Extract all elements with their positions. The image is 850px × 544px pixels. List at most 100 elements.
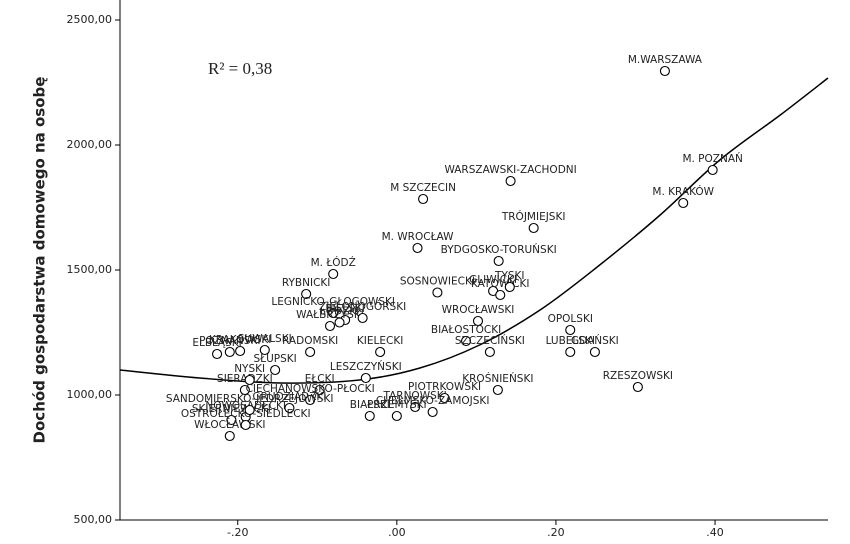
point-label: CIECHANOWSKO-PŁOCKI xyxy=(246,383,375,395)
point-label: RZESZOWSKI xyxy=(603,370,673,382)
point-label: ELBLĄSKI xyxy=(192,337,241,349)
point xyxy=(328,268,339,280)
point-label: TRÓJMIEJSKI xyxy=(501,210,566,223)
annotation: R² = 0,38 xyxy=(208,59,272,78)
point-label: WARSZAWSKI-ZACHODNI xyxy=(444,164,576,176)
point xyxy=(427,406,438,418)
point xyxy=(632,381,643,393)
point xyxy=(472,315,484,327)
point-label: OSTROŁĘCKO-SIEDLECKI xyxy=(181,408,311,420)
point xyxy=(589,346,600,358)
point xyxy=(418,193,429,205)
point-label: WŁOCŁAWSKI xyxy=(194,419,265,431)
y-tick-label: 1500,00 xyxy=(67,263,113,276)
point-label: CHEŁMSKO-ZAMOJSKI xyxy=(376,395,490,407)
point-label: M. WROCŁAW xyxy=(382,231,455,243)
point-label: GLIWICKI xyxy=(469,274,517,286)
y-tick-label: 1000,00 xyxy=(67,388,113,401)
point xyxy=(305,394,316,406)
point xyxy=(239,384,250,396)
point xyxy=(484,346,495,358)
x-tick-label: .20 xyxy=(547,526,565,539)
point xyxy=(328,307,339,319)
x-tick-label: -.20 xyxy=(227,526,248,539)
point-label: LUBELSKI xyxy=(546,335,595,347)
point xyxy=(240,419,251,431)
point xyxy=(460,335,472,347)
point-label: PRZEMYSKI xyxy=(367,399,427,411)
point-label: WROCŁAWSKI xyxy=(442,304,515,316)
point xyxy=(375,346,386,358)
point-label: ŁÓDZKI xyxy=(319,305,359,318)
point-label: TYSKI xyxy=(494,270,524,282)
point xyxy=(324,320,336,332)
y-tick-label: 2500,00 xyxy=(67,13,113,26)
point xyxy=(224,430,235,442)
point-label: SZCZECIŃSKI xyxy=(455,334,525,347)
point-label: KRAKOWSKI xyxy=(209,334,272,346)
point-label: M. POZNAŃ xyxy=(682,152,742,165)
point-label: M.WARSZAWA xyxy=(628,54,703,66)
point-label: EŁCKI xyxy=(305,373,335,385)
point-label: SANDOMIERSKO-JĘDRZEJOWSKI xyxy=(166,393,334,405)
fit-curve xyxy=(119,77,829,384)
point xyxy=(357,312,368,324)
point xyxy=(334,317,345,328)
point xyxy=(244,374,255,386)
point xyxy=(504,281,515,293)
point xyxy=(259,344,270,356)
point xyxy=(565,324,576,336)
point-label: NYSKI xyxy=(234,363,265,375)
point-label: LEGNICKO-GŁOGOWSKI xyxy=(271,296,395,308)
point-label: KROŚNIEŃSKI xyxy=(462,372,533,385)
x-tick-label: .00 xyxy=(388,526,406,539)
point-label: GDAŃSKI xyxy=(571,334,619,347)
point xyxy=(412,242,423,254)
point-label: BIAŁSKI xyxy=(350,399,390,411)
point-label: PIOTRKOWSKI xyxy=(408,381,481,393)
point-label: M. KRAKÓW xyxy=(652,185,714,198)
point-label: WAŁBRZYSKI xyxy=(296,309,364,321)
y-tick-label: 2000,00 xyxy=(67,138,113,151)
point xyxy=(439,392,450,404)
point xyxy=(432,287,443,298)
point-label: SOSNOWIECKI xyxy=(400,276,475,288)
point xyxy=(678,197,689,209)
point xyxy=(364,410,375,422)
point xyxy=(495,289,506,301)
x-tick-label: .40 xyxy=(706,526,724,539)
point xyxy=(707,164,718,176)
point xyxy=(270,364,281,376)
point-label: M. ŁÓDŹ xyxy=(311,256,356,269)
point xyxy=(314,384,325,396)
point xyxy=(493,255,504,267)
y-axis-title: Dochód gospodarstwa domowego na osobę xyxy=(31,77,49,444)
point-label: BYDGOSKO-TORUŃSKI xyxy=(441,243,557,256)
point-label: BIAŁOSTOCKI xyxy=(431,324,501,336)
point-label: NOWOSĄDECKI xyxy=(205,400,286,412)
point-label: OPOLSKI xyxy=(548,313,593,325)
point xyxy=(505,175,516,187)
point xyxy=(410,401,421,413)
point xyxy=(235,345,246,357)
point xyxy=(224,346,235,358)
point xyxy=(305,346,316,358)
point-label: SŁUPSKI xyxy=(254,353,297,365)
point-label: ZIELONOGÓRSKI xyxy=(319,300,406,313)
point-label: SUWALSKI xyxy=(238,333,292,345)
point-label: POZNAŃSKI xyxy=(199,334,260,347)
point xyxy=(244,404,255,416)
point xyxy=(360,372,371,384)
point-label: KIELECKI xyxy=(357,335,403,347)
point xyxy=(659,65,670,77)
point-label: BIELSKI xyxy=(325,303,364,315)
point xyxy=(391,410,402,422)
point xyxy=(284,402,295,414)
point xyxy=(212,348,223,360)
point xyxy=(301,288,312,300)
point-label: TARNOWSKI xyxy=(383,390,447,402)
point xyxy=(492,384,503,396)
point xyxy=(528,222,539,234)
